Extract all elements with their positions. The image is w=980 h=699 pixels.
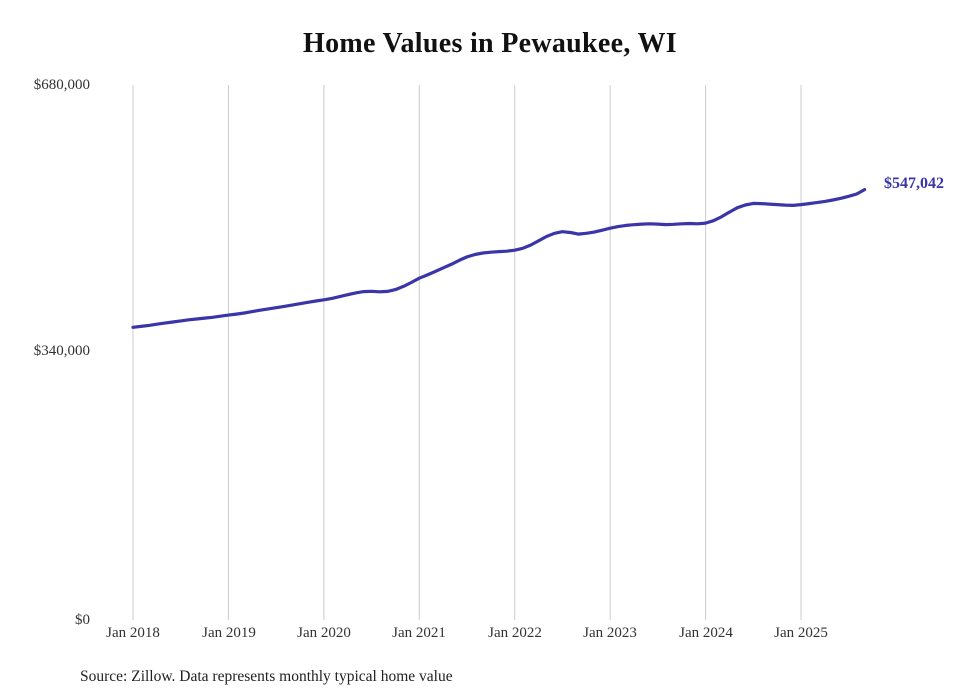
x-axis-tick-label: Jan 2023 xyxy=(583,625,637,641)
source-note: Source: Zillow. Data represents monthly … xyxy=(80,668,453,685)
x-axis-tick-label: Jan 2021 xyxy=(392,625,446,641)
x-axis-tick-label: Jan 2018 xyxy=(106,625,160,641)
y-axis-tick-label: $0 xyxy=(75,612,90,628)
x-axis-tick-label: Jan 2025 xyxy=(774,625,828,641)
x-axis-tick-label: Jan 2019 xyxy=(202,625,256,641)
x-axis-tick-label: Jan 2022 xyxy=(488,625,542,641)
chart-title: Home Values in Pewaukee, WI xyxy=(303,28,677,59)
x-axis-tick-label: Jan 2024 xyxy=(679,625,733,641)
y-axis-tick-label: $680,000 xyxy=(33,77,90,93)
y-axis-tick-label: $340,000 xyxy=(33,343,90,359)
x-axis-tick-label: Jan 2020 xyxy=(297,625,351,641)
home-value-line xyxy=(131,188,867,329)
current-value-label: $547,042 xyxy=(884,175,944,192)
